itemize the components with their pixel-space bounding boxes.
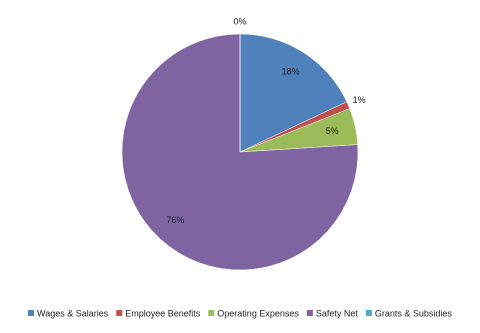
data-label: 1% (353, 95, 366, 105)
legend: Wages & Salaries Employee Benefits Operati… (28, 308, 452, 318)
legend-label: Wages & Salaries (37, 308, 109, 318)
legend-swatch (28, 310, 35, 316)
data-label: 76% (166, 215, 184, 225)
legend-label: Safety Net (316, 308, 359, 318)
legend-label: Grants & Subsidies (375, 308, 453, 318)
legend-swatch (365, 310, 372, 316)
pie-slice (121, 33, 359, 271)
data-label: 18% (282, 67, 300, 77)
legend-swatch (208, 310, 215, 316)
legend-swatch (306, 310, 313, 316)
pie-slice (239, 33, 348, 153)
legend-swatch (116, 310, 123, 316)
data-label: 5% (326, 126, 339, 136)
legend-label: Employee Benefits (125, 308, 201, 318)
legend-label: Operating Expenses (217, 308, 299, 318)
data-label: 0% (233, 17, 246, 27)
